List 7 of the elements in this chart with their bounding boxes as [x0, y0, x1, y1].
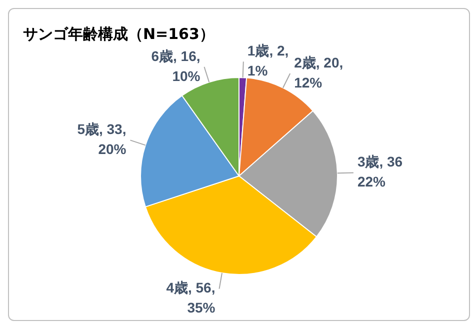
slice-label: 5歳, 33, 20%: [77, 121, 127, 158]
slice-label: 4歳, 56, 35%: [166, 280, 216, 316]
chart-title: サンゴ年齢構成（N=163）: [23, 25, 214, 44]
slice-label: 1歳, 2, 1%: [247, 42, 289, 78]
slice-label: 6歳, 16, 10%: [151, 48, 201, 84]
slice-label: 3歳, 36 22%: [357, 154, 403, 190]
slice-label: 2歳, 20, 12%: [294, 54, 344, 90]
